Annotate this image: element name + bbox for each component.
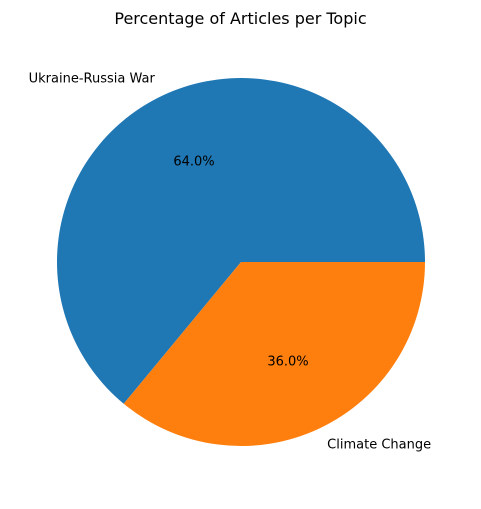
slice-percent-label: 64.0% — [173, 155, 214, 170]
slice-category-label: Ukraine-Russia War — [29, 71, 156, 86]
pie-labels: Ukraine-Russia War 64.0% Climate Change 36.… — [29, 71, 431, 452]
chart-title: Percentage of Articles per Topic — [114, 9, 366, 28]
pie-slice-ukraine-russia-war — [57, 77, 425, 404]
pie-slices — [57, 77, 426, 446]
slice-category-label: Climate Change — [327, 438, 431, 453]
pie-slice-climate-change — [123, 262, 426, 446]
slice-percent-label: 36.0% — [267, 354, 308, 369]
